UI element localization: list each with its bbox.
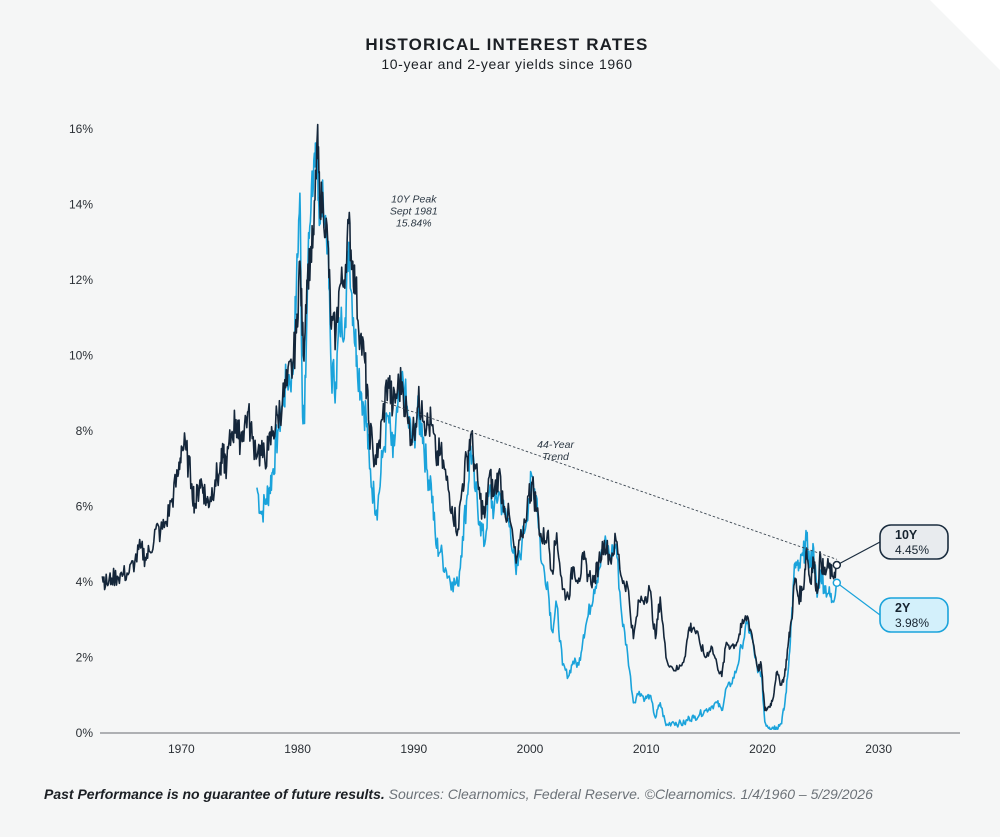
end-label-value: 3.98%	[895, 616, 929, 630]
end-label-box	[879, 524, 949, 560]
y-tick-label: 2%	[76, 651, 94, 665]
x-tick-label: 2000	[517, 742, 544, 756]
end-label-name: 2Y	[895, 601, 911, 615]
footer: Past Performance is no guarantee of futu…	[44, 786, 984, 802]
peak-annotation-text: 15.84%	[396, 218, 432, 230]
end-label-name: 10Y	[895, 528, 918, 542]
plot-area: 0% 2% 4% 6% 8% 10% 12% 14% 16% 1970 1980 1990 2000 20…	[69, 122, 960, 756]
end-label-leader	[836, 582, 881, 616]
sources-text: Sources: Clearnomics, Federal Reserve. ©…	[388, 786, 873, 802]
y-tick-label: 10%	[69, 349, 93, 363]
x-tick-label: 1980	[284, 742, 311, 756]
x-tick-label: 2030	[865, 742, 892, 756]
end-label-value: 4.45%	[895, 543, 929, 557]
corner-fold	[930, 0, 1000, 70]
disclaimer-text: Past Performance is no guarantee of futu…	[44, 786, 385, 802]
y-tick-label: 16%	[69, 122, 93, 136]
y-tick-label: 6%	[76, 500, 94, 514]
x-tick-label: 1970	[168, 742, 195, 756]
y-tick-label: 8%	[76, 424, 94, 438]
series-10y-line	[101, 123, 838, 712]
trend-label: 44-Year	[537, 439, 574, 451]
chart: HISTORICAL INTEREST RATES 10-year and 2-…	[69, 35, 960, 756]
peak-annotation-text: 10Y Peak	[391, 194, 437, 206]
peak-annotation-text: Sept 1981	[390, 206, 438, 218]
end-point-marker	[832, 578, 842, 588]
series-2y-line	[256, 142, 838, 730]
y-tick-label: 0%	[76, 726, 94, 740]
x-tick-label: 1990	[400, 742, 427, 756]
end-label-leader	[836, 541, 881, 566]
end-point-marker	[832, 560, 842, 570]
y-tick-label: 12%	[69, 273, 93, 287]
chart-title: HISTORICAL INTEREST RATES	[365, 35, 648, 54]
trend-label: Trend	[542, 451, 570, 463]
x-tick-label: 2010	[633, 742, 660, 756]
trend-line	[381, 400, 837, 560]
y-tick-label: 4%	[76, 575, 94, 589]
chart-subtitle: 10-year and 2-year yields since 1960	[381, 56, 632, 72]
end-label-box	[879, 597, 949, 633]
x-tick-label: 2020	[749, 742, 776, 756]
y-tick-label: 14%	[69, 198, 93, 212]
